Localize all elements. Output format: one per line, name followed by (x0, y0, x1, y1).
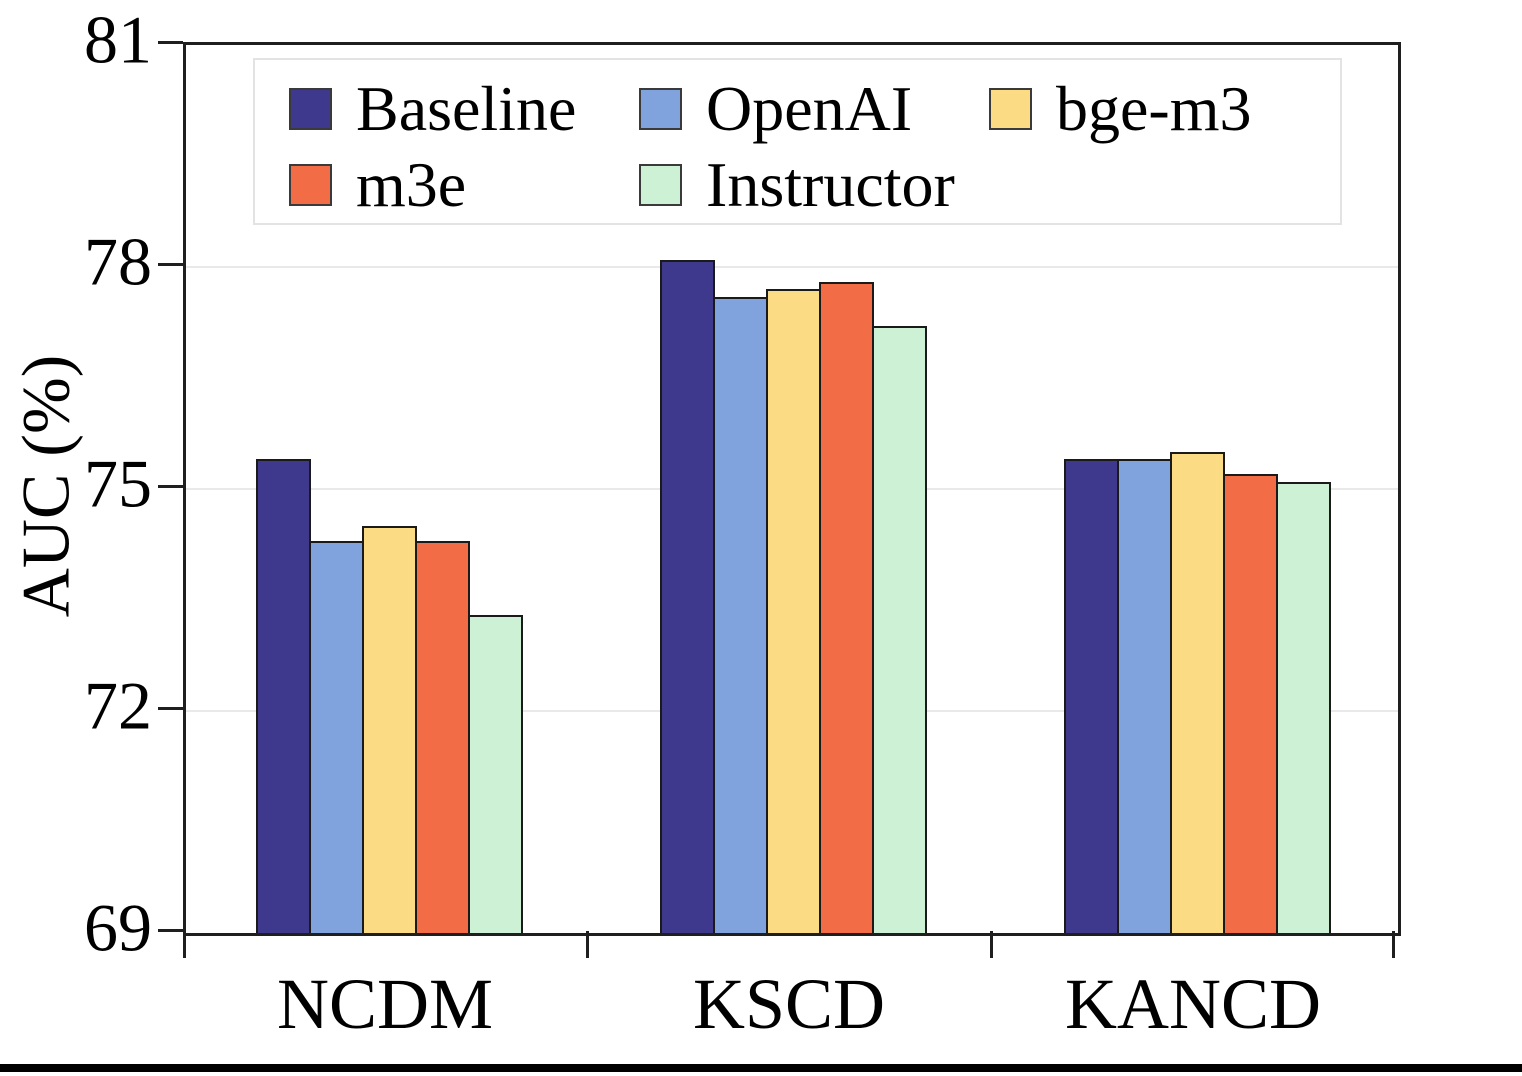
legend-swatch-bge-m3 (989, 88, 1032, 130)
bar-group-kscd (590, 45, 994, 933)
ytick-label-72: 72 (84, 667, 152, 744)
legend-swatch-m3e (289, 163, 332, 206)
bar-group-kancd (994, 45, 1398, 933)
ytick-label-69: 69 (84, 889, 152, 966)
gridline-78 (186, 266, 1398, 268)
ytick-mark-78 (158, 262, 183, 266)
bar-kscd-m3e (818, 281, 874, 933)
xtick-mark-1 (585, 931, 589, 958)
bar-kancd-baseline (1063, 459, 1119, 933)
bar-ncdm-openai (308, 540, 364, 933)
bar-kscd-openai (712, 296, 768, 933)
category-label-kscd: KSCD (692, 964, 886, 1044)
bar-kancd-m3e (1222, 474, 1278, 933)
legend-label-instructor: Instructor (706, 148, 955, 220)
ytick-label-81: 81 (84, 1, 152, 78)
xtick-mark-2 (989, 931, 993, 958)
legend-item-bge-m3: bge-m3 (989, 72, 1340, 146)
legend-label-baseline: Baseline (356, 73, 577, 144)
xtick-mark-0 (183, 931, 186, 958)
ytick-mark-75 (158, 484, 183, 488)
legend-item-m3e: m3e (289, 148, 639, 222)
legend-swatch-instructor (639, 163, 682, 206)
legend-item-instructor: Instructor (639, 148, 989, 222)
ytick-label-78: 78 (84, 223, 152, 300)
category-label-ncdm: NCDM (276, 964, 494, 1044)
bar-group-ncdm (186, 45, 590, 933)
ytick-mark-81 (158, 40, 183, 44)
legend-label-openai: OpenAI (706, 73, 913, 144)
category-label-kancd: KANCD (1064, 964, 1321, 1044)
ytick-label-75: 75 (84, 445, 152, 522)
bottom-rule-divider (0, 1064, 1522, 1072)
bar-kancd-openai (1116, 459, 1172, 933)
bar-ncdm-m3e (414, 540, 470, 933)
xtick-mark-3 (1392, 931, 1395, 958)
bar-ncdm-bge-m3 (361, 526, 417, 933)
legend-swatch-baseline (289, 88, 332, 130)
bar-ncdm-baseline (255, 459, 311, 933)
bar-kscd-instructor (871, 326, 927, 933)
legend: Baseline OpenAI bge-m3 m3e Instructor (253, 58, 1342, 225)
bar-ncdm-instructor (467, 614, 523, 933)
legend-label-m3e: m3e (356, 148, 467, 220)
ytick-mark-72 (158, 706, 183, 710)
bar-kancd-bge-m3 (1169, 452, 1225, 933)
legend-label-bge-m3: bge-m3 (1056, 73, 1252, 144)
bar-kancd-instructor (1275, 481, 1331, 933)
legend-swatch-openai (639, 88, 682, 130)
bar-kscd-bge-m3 (765, 289, 821, 933)
legend-item-openai: OpenAI (639, 72, 989, 146)
ytick-mark-69 (158, 928, 183, 932)
bar-kscd-baseline (659, 259, 715, 933)
legend-item-baseline: Baseline (289, 72, 639, 146)
